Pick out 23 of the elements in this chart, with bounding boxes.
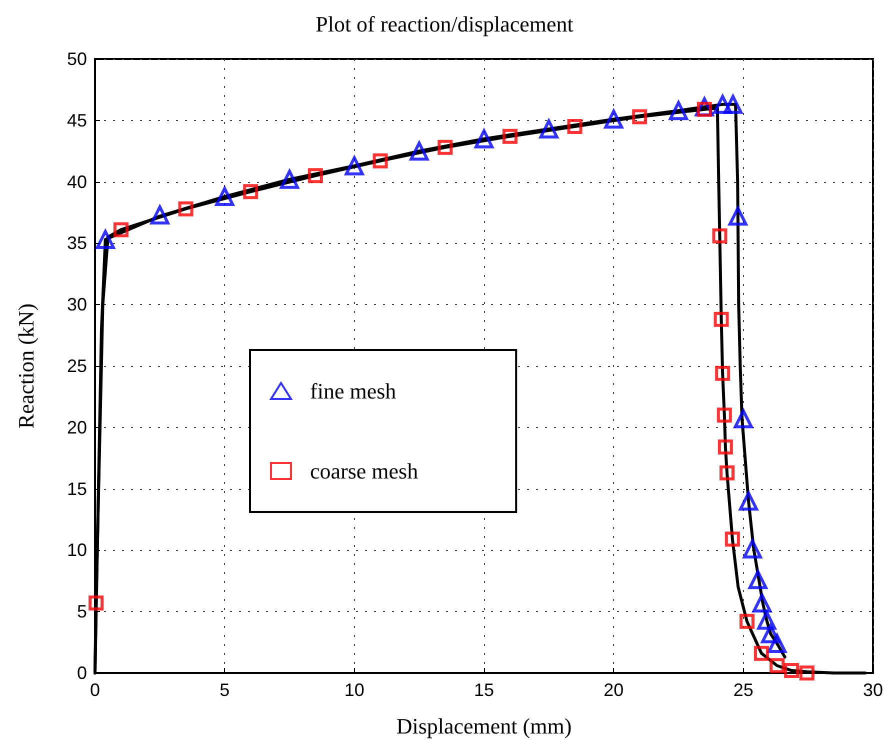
x-tick-label: 10 xyxy=(344,680,364,700)
x-tick-label: 25 xyxy=(733,680,754,700)
chart-title: Plot of reaction/displacement xyxy=(316,12,574,36)
y-tick-label: 30 xyxy=(66,294,87,315)
y-tick-label: 40 xyxy=(66,172,87,192)
legend-label: coarse mesh xyxy=(310,458,418,484)
legend-label: fine mesh xyxy=(310,378,396,404)
y-tick-label: 25 xyxy=(66,356,87,376)
x-tick-label: 15 xyxy=(474,680,494,700)
x-tick-label: 20 xyxy=(604,680,624,700)
x-tick-label: 30 xyxy=(862,680,884,700)
y-tick-label: 20 xyxy=(66,417,87,438)
y-tick-label: 15 xyxy=(66,478,87,499)
x-tick-label: 0 xyxy=(90,680,100,700)
y-axis-title: Reaction (kN) xyxy=(14,303,38,429)
y-tick-label: 50 xyxy=(66,49,87,69)
x-axis-title: Displacement (mm) xyxy=(396,714,572,738)
x-tick-label: 5 xyxy=(220,680,230,700)
y-tick-label: 45 xyxy=(66,110,87,130)
y-tick-label: 5 xyxy=(76,602,87,622)
y-tick-label: 0 xyxy=(76,663,87,683)
y-tick-label: 35 xyxy=(66,233,87,254)
y-tick-label: 10 xyxy=(66,540,87,560)
